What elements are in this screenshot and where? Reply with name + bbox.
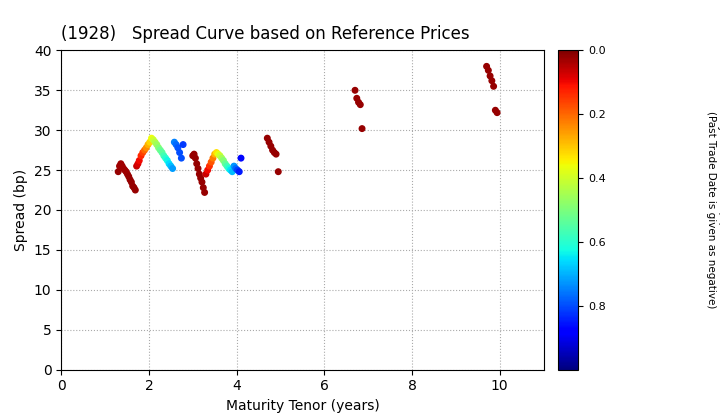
Point bbox=[267, 147, 279, 153]
Point bbox=[158, 152, 170, 159]
Point bbox=[227, 168, 238, 175]
Point bbox=[230, 165, 241, 172]
Point bbox=[199, 189, 210, 196]
Point bbox=[177, 141, 189, 148]
Point bbox=[191, 160, 202, 167]
Point bbox=[189, 151, 200, 158]
Point bbox=[176, 155, 187, 161]
Point bbox=[202, 167, 213, 173]
Point bbox=[119, 167, 130, 173]
Point bbox=[481, 63, 492, 70]
Point bbox=[353, 99, 364, 105]
Point bbox=[220, 160, 231, 167]
Point bbox=[486, 77, 498, 84]
Point bbox=[151, 141, 163, 148]
Point bbox=[156, 149, 168, 156]
Point bbox=[235, 155, 247, 161]
Point bbox=[189, 155, 201, 161]
Point bbox=[261, 135, 273, 142]
Point bbox=[209, 151, 220, 158]
Point bbox=[165, 163, 176, 169]
Point bbox=[167, 165, 179, 172]
Point bbox=[482, 67, 494, 74]
Point bbox=[232, 167, 243, 173]
Point bbox=[217, 157, 229, 164]
Point bbox=[131, 163, 143, 169]
Point bbox=[491, 109, 503, 116]
Point bbox=[211, 149, 222, 156]
Point bbox=[122, 171, 133, 177]
Point bbox=[114, 163, 125, 169]
Point bbox=[149, 139, 161, 145]
X-axis label: Maturity Tenor (years): Maturity Tenor (years) bbox=[225, 399, 379, 413]
Point bbox=[273, 168, 284, 175]
Point bbox=[195, 175, 207, 181]
Point bbox=[356, 125, 368, 132]
Point bbox=[194, 171, 205, 177]
Point bbox=[192, 165, 204, 172]
Point bbox=[172, 144, 184, 151]
Point bbox=[123, 173, 135, 180]
Point bbox=[128, 184, 140, 191]
Point bbox=[115, 160, 127, 167]
Point bbox=[112, 168, 124, 175]
Point bbox=[140, 144, 152, 151]
Point bbox=[212, 151, 224, 158]
Point bbox=[125, 178, 137, 185]
Point bbox=[221, 163, 233, 169]
Point bbox=[143, 141, 154, 148]
Text: (1928)   Spread Curve based on Reference Prices: (1928) Spread Curve based on Reference P… bbox=[61, 25, 470, 43]
Y-axis label: Spread (bp): Spread (bp) bbox=[14, 169, 28, 251]
Point bbox=[171, 141, 182, 148]
Point bbox=[132, 160, 144, 167]
Point bbox=[130, 186, 141, 193]
Point bbox=[214, 152, 225, 159]
Point bbox=[265, 143, 276, 150]
Point bbox=[488, 83, 500, 89]
Point bbox=[205, 159, 217, 165]
Point bbox=[223, 165, 235, 172]
Point bbox=[160, 155, 171, 161]
Point bbox=[490, 107, 501, 113]
Point bbox=[168, 139, 180, 145]
Point bbox=[225, 167, 236, 173]
Point bbox=[161, 157, 173, 164]
Point bbox=[269, 149, 280, 156]
Point bbox=[216, 155, 228, 161]
Point bbox=[233, 168, 245, 175]
Point bbox=[125, 176, 136, 183]
Point bbox=[153, 144, 164, 151]
Point bbox=[120, 168, 132, 175]
Point bbox=[351, 95, 363, 102]
Point bbox=[349, 87, 361, 94]
Point bbox=[148, 136, 159, 143]
Point bbox=[174, 149, 185, 156]
Point bbox=[145, 135, 157, 142]
Point bbox=[354, 101, 366, 108]
Point bbox=[485, 73, 496, 79]
Point bbox=[200, 171, 212, 177]
Point bbox=[137, 149, 148, 156]
Point bbox=[133, 157, 145, 164]
Point bbox=[204, 163, 215, 169]
Point bbox=[117, 165, 129, 172]
Point bbox=[228, 163, 240, 169]
Point bbox=[135, 152, 147, 159]
Y-axis label: Time in years between 5/2/2025 and Trade Date
(Past Trade Date is given as negat: Time in years between 5/2/2025 and Trade… bbox=[706, 84, 720, 336]
Point bbox=[197, 184, 209, 191]
Point bbox=[163, 160, 175, 167]
Point bbox=[127, 183, 138, 189]
Point bbox=[139, 147, 150, 153]
Point bbox=[155, 147, 166, 153]
Point bbox=[144, 139, 156, 145]
Point bbox=[264, 139, 275, 145]
Point bbox=[187, 152, 199, 159]
Point bbox=[197, 178, 208, 185]
Point bbox=[117, 163, 128, 169]
Point bbox=[270, 151, 282, 158]
Point bbox=[207, 155, 219, 161]
